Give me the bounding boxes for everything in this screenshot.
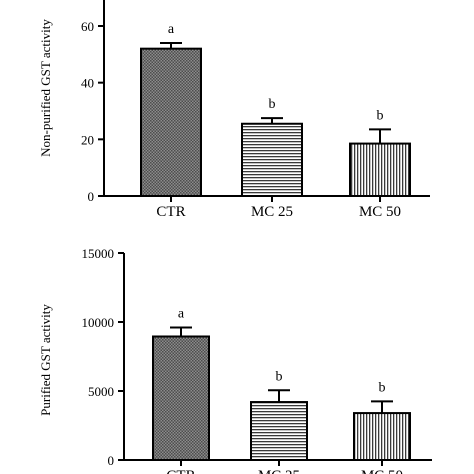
y-tick-label: 0 xyxy=(108,453,115,468)
panel-b-bars xyxy=(152,335,411,462)
significance-letter: b xyxy=(269,97,276,112)
panel-b: Purified GST activity 0 5000 10000 15000 a b… xyxy=(38,246,432,474)
significance-letter: b xyxy=(377,108,384,123)
panel-b-significance-letters: a b b xyxy=(178,307,386,396)
significance-letter: b xyxy=(276,369,283,384)
x-tick-label: CTR xyxy=(166,468,195,474)
panel-b-y-axis-label: Purified GST activity xyxy=(38,304,53,416)
bar-mc-25 xyxy=(241,122,303,197)
x-tick-label: MC 50 xyxy=(359,204,401,220)
significance-letter: a xyxy=(168,22,175,37)
panel-a-significance-letters: a b b xyxy=(168,22,384,123)
y-tick-label: 10000 xyxy=(82,315,115,330)
y-tick-label: 15000 xyxy=(82,246,115,261)
y-tick-label: 0 xyxy=(88,189,95,204)
panel-a-bars xyxy=(140,47,411,197)
significance-letter: a xyxy=(178,307,185,322)
bar-ctr xyxy=(140,47,202,197)
panel-a-y-ticks: 0 20 40 60 xyxy=(81,19,104,204)
panel-b-x-ticks: CTR MC 25 MC 50 xyxy=(166,460,403,474)
panel-a-x-ticks: CTR MC 25 MC 50 xyxy=(156,196,401,220)
y-tick-label: 40 xyxy=(81,76,94,91)
panel-b-axes xyxy=(123,253,432,461)
panel-a-axes xyxy=(103,0,430,197)
x-tick-label: MC 50 xyxy=(361,468,403,474)
panel-a-y-axis-label: Non-purified GST activity xyxy=(38,19,53,157)
x-tick-label: MC 25 xyxy=(258,468,300,474)
bar-ctr xyxy=(152,335,210,461)
y-tick-label: 60 xyxy=(81,19,94,34)
x-tick-label: CTR xyxy=(156,204,185,220)
y-tick-label: 5000 xyxy=(88,384,114,399)
panel-a: Non-purified GST activity 0 20 40 60 a b b CT… xyxy=(38,0,430,220)
panel-b-y-ticks: 0 5000 10000 15000 xyxy=(82,246,124,468)
x-tick-label: MC 25 xyxy=(251,204,293,220)
bar-mc-50 xyxy=(349,142,411,197)
bar-mc-25 xyxy=(250,401,308,462)
bar-mc-50 xyxy=(353,412,411,461)
significance-letter: b xyxy=(379,380,386,395)
y-tick-label: 20 xyxy=(81,132,94,147)
